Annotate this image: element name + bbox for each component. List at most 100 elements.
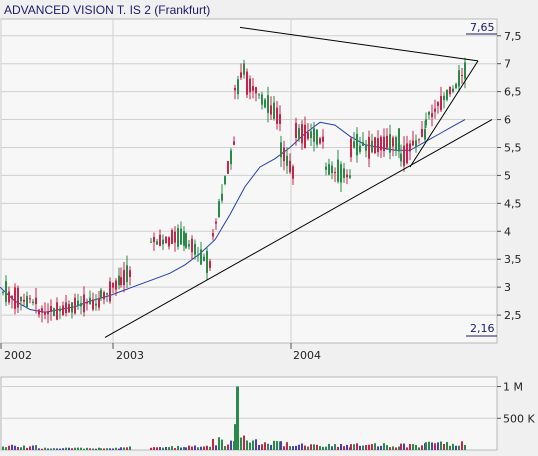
candle-body — [443, 95, 445, 101]
volume-bar — [100, 448, 102, 450]
candle-body — [455, 84, 457, 89]
candle-body — [156, 241, 158, 245]
candle-body — [209, 261, 211, 268]
candle-body — [71, 302, 73, 313]
candle-body — [150, 241, 152, 243]
candle-body — [95, 303, 97, 306]
candle-body — [449, 86, 451, 95]
volume-bar — [106, 448, 108, 450]
candle-body — [237, 79, 239, 95]
candle-body — [283, 147, 285, 162]
candle-body — [41, 308, 43, 313]
candle-body — [353, 141, 355, 148]
candle-body — [425, 119, 427, 126]
volume-bar — [168, 447, 170, 450]
candle-body — [279, 114, 281, 124]
volume-bar — [267, 443, 269, 450]
volume-bar — [206, 445, 208, 450]
volume-tick-label: 1 M — [503, 381, 523, 394]
volume-bar — [53, 448, 55, 450]
candle-body — [371, 140, 373, 153]
volume-bar — [389, 447, 391, 450]
volume-bar — [295, 445, 297, 450]
candle-body — [377, 138, 379, 153]
volume-bar — [425, 442, 427, 450]
candle-body — [328, 164, 330, 175]
volume-bar — [412, 444, 414, 450]
volume-bar — [188, 445, 190, 450]
candle-body — [437, 102, 439, 106]
candle-body — [415, 140, 417, 148]
candle-body — [100, 289, 102, 298]
candle-body — [400, 153, 402, 162]
volume-bar — [449, 445, 451, 450]
volume-bar — [452, 443, 454, 450]
volume-bar — [359, 445, 361, 450]
price-tick-label: 7,5 — [504, 30, 522, 43]
volume-bar — [126, 447, 128, 450]
volume-bar — [56, 448, 58, 450]
candle-body — [23, 299, 25, 302]
volume-bar — [171, 446, 173, 450]
volume-bar — [386, 445, 388, 450]
volume-bar — [273, 440, 275, 450]
candle-body — [421, 129, 423, 137]
candle-body — [461, 75, 463, 77]
volume-bar — [86, 447, 88, 450]
volume-bar — [280, 441, 282, 450]
volume-bar — [255, 439, 257, 450]
candle-body — [398, 128, 400, 152]
volume-bar — [313, 444, 315, 450]
max-marker-label: 7,65 — [470, 21, 495, 34]
volume-bar — [325, 446, 327, 450]
candle-body — [452, 88, 454, 92]
candle-body — [80, 303, 82, 307]
candle-body — [92, 299, 94, 310]
volume-bar — [44, 447, 46, 450]
volume-bar — [461, 441, 463, 450]
trendline — [409, 60, 479, 168]
candle-body — [249, 78, 251, 93]
volume-bar — [289, 446, 291, 450]
price-tick-label: 4 — [504, 225, 511, 238]
volume-bar — [74, 447, 76, 450]
candle-body — [276, 107, 278, 124]
volume-bar — [261, 444, 263, 450]
volume-bar — [180, 447, 182, 450]
candle-body — [221, 193, 223, 201]
candle-body — [126, 265, 128, 283]
volume-bar — [464, 444, 466, 450]
volume-bar — [29, 446, 31, 450]
volume-bar — [115, 447, 117, 450]
volume-bar — [209, 446, 211, 450]
volume-bar — [112, 448, 114, 450]
candle-body — [32, 301, 34, 303]
candle-body — [215, 221, 217, 224]
candle-body — [424, 129, 426, 140]
volume-bar — [458, 445, 460, 450]
candle-body — [368, 136, 370, 159]
volume-bar — [59, 448, 61, 450]
volume-bar — [246, 440, 248, 450]
volume-bar — [35, 445, 37, 450]
volume-bar — [400, 443, 402, 450]
candle-body — [180, 228, 182, 245]
candle-body — [185, 233, 187, 248]
candle-body — [349, 175, 351, 178]
candle-body — [356, 133, 358, 156]
volume-bar — [26, 447, 28, 450]
candle-body — [2, 291, 4, 293]
candle-body — [270, 105, 272, 115]
candle-body — [307, 132, 309, 139]
volume-bar — [286, 442, 288, 450]
volume-bar — [92, 448, 94, 450]
candle-body — [343, 168, 345, 178]
price-panel — [0, 18, 498, 349]
volume-bar-spike — [236, 386, 239, 450]
volume-bar — [103, 448, 105, 450]
volume-bar — [240, 437, 242, 450]
candle-body — [47, 311, 49, 315]
candle-body — [224, 176, 226, 185]
volume-bar — [200, 446, 202, 450]
